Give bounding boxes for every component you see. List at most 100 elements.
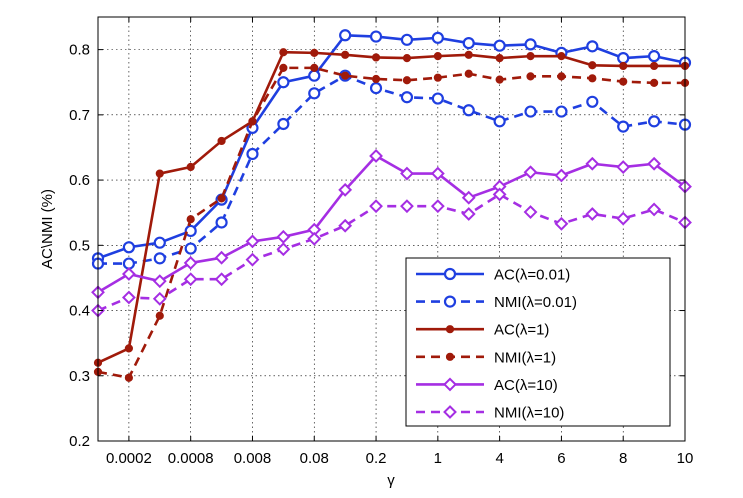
data-point [245,252,260,267]
x-tick-label: 0.0002 [106,450,152,467]
data-point [650,78,659,87]
data-point [339,29,352,42]
data-point [462,104,475,117]
data-point [588,74,597,83]
data-point [338,218,353,233]
data-point [184,224,197,238]
data-point [341,50,350,59]
data-point [246,147,259,161]
y-tick-label: 0.3 [69,368,90,385]
data-point [279,63,288,72]
x-tick-label: 4 [495,450,503,467]
ticks: 0.2 0.3 0.4 0.5 0.6 0.7 0.8 0.0002 0.0008 0.008 0.… [69,17,693,467]
data-point [155,169,164,178]
data-point [495,53,504,63]
data-point [400,166,414,181]
data-point [214,250,229,265]
data-point [431,92,444,105]
data-point [215,216,228,229]
x-tick-label: 10 [677,450,694,467]
data-point [217,194,226,203]
data-point [430,166,445,181]
legend-marker [443,267,457,281]
data-point [152,274,167,289]
data-point [617,120,630,133]
data-point [369,149,383,163]
y-axis-label: AC\NMI (%) [39,189,56,269]
data-point [648,115,661,128]
data-point [369,199,383,214]
series-layer [91,29,692,382]
series-line [97,50,685,364]
data-point [555,105,568,118]
legend-label: NMI(λ=10) [494,405,564,422]
data-point [153,236,166,249]
series-5 [91,187,692,318]
legend-marker [445,325,455,334]
data-point [369,82,383,95]
data-point [371,74,381,84]
data-point [433,73,442,82]
data-point [619,61,628,71]
legend-label: NMI(λ=0.01) [494,294,577,311]
data-point [616,211,631,226]
series-line [98,74,686,265]
data-point [400,33,414,46]
series-line [97,66,685,380]
x-tick-label: 8 [619,450,627,467]
data-point [464,69,473,78]
data-point [557,52,566,61]
series-3 [93,63,690,382]
legend-label: NMI(λ=1) [494,349,556,366]
data-point [276,242,291,257]
legend-box [405,257,671,427]
x-tick-label: 6 [557,450,565,467]
data-point [461,207,476,221]
data-point [279,48,288,57]
data-point [616,160,631,174]
x-tick-label: 0.008 [234,450,272,467]
series-4 [91,149,692,300]
data-point [431,31,444,44]
data-point [338,182,353,197]
data-point [461,190,476,205]
data-point [124,344,133,353]
y-tick-label: 0.5 [69,237,90,254]
data-point [308,69,321,82]
data-point [557,72,566,81]
data-point [341,71,350,80]
data-point [523,205,538,219]
data-point [245,234,260,249]
data-point [586,40,599,53]
legend-label: AC(λ=0.01) [494,267,570,284]
data-point [524,105,537,118]
legend-marker [445,352,455,361]
legend-marker [443,405,457,419]
y-tick-label: 0.8 [69,42,90,59]
data-point [585,207,600,221]
data-point [214,272,229,287]
data-point [248,117,257,126]
data-point [588,61,597,70]
data-point [369,30,383,43]
data-point [121,267,136,281]
data-point [400,91,414,104]
legend-label: AC(λ=1) [494,322,549,339]
y-tick-label: 0.6 [69,172,90,189]
data-point [371,53,381,62]
x-tick-label: 0.0008 [168,450,214,467]
data-point [586,95,599,108]
data-point [183,272,198,287]
data-point [430,199,445,214]
data-point [433,52,442,61]
data-point [152,291,167,306]
data-point [277,76,290,89]
data-point [183,256,198,270]
data-point [310,63,319,72]
data-point [155,311,164,320]
series-0 [91,29,692,265]
data-point [217,136,226,146]
data-point [647,202,662,217]
data-point [554,216,569,231]
